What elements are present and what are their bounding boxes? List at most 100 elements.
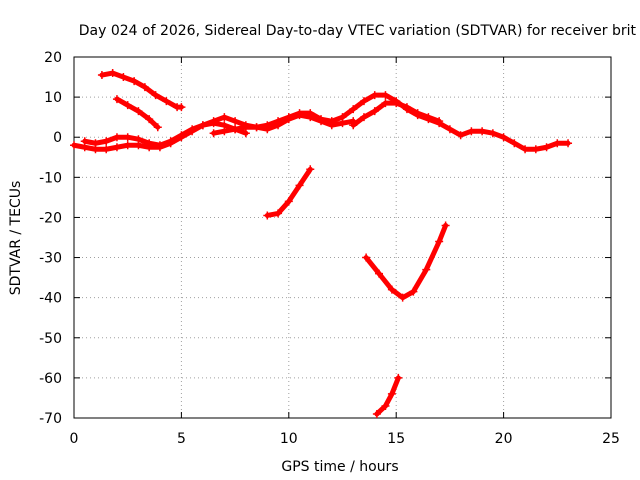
data-point [284,197,293,206]
data-point [166,137,175,146]
data-point [112,95,121,104]
data-point [370,107,379,116]
data-point [372,409,381,418]
data-point [102,145,111,154]
series-arc-5 [97,69,186,112]
y-tick-label: -30 [39,251,62,267]
data-point [231,125,240,134]
x-axis-title: GPS time / hours [281,459,398,475]
data-point [467,127,476,136]
data-point [198,121,207,130]
data-point [102,137,111,146]
data-point [123,133,132,142]
series-line [264,166,313,218]
data-point [108,69,117,78]
x-tick-label: 25 [602,431,620,447]
data-point [70,141,78,150]
data-point [177,103,186,112]
data-point [413,109,422,118]
data-point [112,133,121,142]
data-point [359,113,368,122]
data-point [317,115,326,124]
data-point [295,181,304,190]
series-arc-3 [209,91,573,154]
data-point [349,105,358,114]
data-point [241,123,250,132]
data-point [499,133,508,142]
series-line [211,92,571,152]
data-point [306,165,315,174]
data-point [381,401,390,410]
data-point [338,113,347,122]
x-tick-label: 0 [70,431,79,447]
data-point [435,117,444,126]
data-point [409,287,418,296]
data-point [145,139,154,148]
data-point [274,117,283,126]
data-point [531,145,540,154]
data-point [387,285,396,294]
plot-frame [73,56,612,419]
data-point [362,253,371,262]
data-point [456,131,465,140]
data-point [119,73,128,82]
data-point [284,113,293,122]
data-point [392,99,401,108]
data-point [130,77,139,86]
data-point [424,113,433,122]
series-arc-6 [112,95,162,132]
data-point [155,141,164,150]
data-point [91,139,100,148]
data-point [381,91,390,100]
data-point [140,83,149,92]
series-line [99,70,184,110]
data-point [375,269,384,278]
plot-area [70,69,573,418]
data-point [381,99,390,108]
data-point [123,141,132,150]
series-line [114,96,161,130]
data-point [209,129,218,138]
data-point [80,137,89,146]
data-point [123,101,132,110]
y-tick-label: 20 [44,50,62,66]
series-line [363,222,449,301]
data-point [209,119,218,128]
grid [74,57,611,418]
data-point [441,221,450,230]
y-tick-label: -10 [39,170,62,186]
data-point [145,115,154,124]
data-point [553,139,562,148]
data-point [370,91,379,100]
series-line [374,375,401,417]
data-point [542,143,551,152]
data-point [162,97,171,106]
series-arc-4 [349,99,444,130]
data-point [327,117,336,126]
data-point [134,107,143,116]
data-point [252,123,261,132]
chart-title: Day 024 of 2026, Sidereal Day-to-day VTE… [79,23,637,39]
series-arc-9 [372,373,403,418]
data-point [274,209,283,218]
y-axis-title: SDTVAR / TECUs [8,181,24,296]
data-point [398,293,407,302]
x-tick-label: 15 [387,431,405,447]
data-point [177,131,186,140]
y-tick-label: -20 [39,210,62,226]
data-point [188,125,197,134]
data-point [387,389,396,398]
data-point [220,127,229,136]
y-tick-label: 0 [53,130,62,146]
data-point [394,373,403,382]
data-point [263,121,272,130]
data-point [349,121,358,130]
data-point [134,135,143,144]
y-tick-label: 10 [44,90,62,106]
data-point [422,265,431,274]
series-line [82,120,249,148]
data-point [510,139,519,148]
axes: 0 5 10 15 20 25 -70 -60 -50 -40 -30 -20 -10 0 10 20 [39,50,620,447]
y-tick-label: -60 [39,371,62,387]
